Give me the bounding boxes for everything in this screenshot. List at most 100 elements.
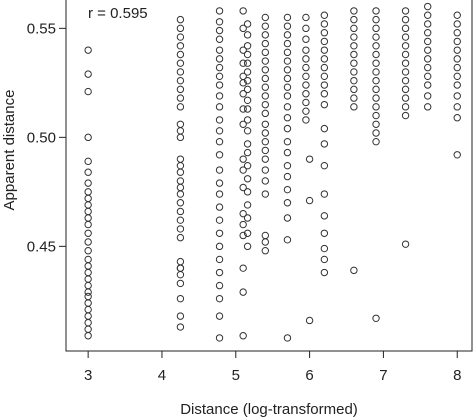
- data-point: [283, 48, 292, 57]
- data-point: [215, 138, 224, 146]
- data-point: [350, 85, 358, 94]
- data-point: [239, 155, 247, 163]
- data-point: [215, 26, 224, 35]
- data-point: [372, 120, 380, 128]
- data-point: [401, 42, 410, 50]
- data-point: [215, 216, 224, 224]
- data-point: [424, 81, 432, 89]
- data-point: [320, 212, 329, 220]
- data-point: [283, 57, 292, 65]
- data-point: [176, 190, 185, 198]
- data-point: [283, 66, 292, 74]
- data-point: [350, 42, 358, 50]
- data-point: [401, 111, 410, 120]
- data-point: [239, 166, 247, 174]
- data-point: [215, 294, 224, 303]
- data-point: [261, 13, 270, 22]
- data-point: [350, 68, 358, 76]
- data-point: [176, 103, 185, 111]
- data-point: [261, 238, 270, 246]
- data-point: [215, 166, 224, 174]
- data-point: [372, 94, 380, 102]
- data-point: [239, 209, 247, 218]
- data-point: [350, 15, 358, 24]
- data-point: [176, 207, 185, 216]
- data-point: [261, 22, 270, 30]
- data-point: [215, 103, 224, 111]
- data-point: [261, 92, 270, 100]
- data-point: [84, 179, 92, 187]
- data-point: [261, 66, 270, 74]
- data-point: [401, 240, 410, 248]
- data-point: [239, 231, 247, 240]
- data-point: [302, 63, 310, 72]
- data-point: [401, 68, 410, 76]
- data-point: [401, 94, 410, 102]
- data-point: [283, 148, 292, 157]
- data-point: [84, 268, 92, 277]
- data-point: [176, 161, 185, 170]
- axes-group: 3 4 5 6 7 8 0.45 0.50 0.55: [27, 0, 473, 384]
- data-point: [243, 229, 252, 237]
- data-point: [243, 68, 252, 76]
- data-point: [283, 114, 292, 122]
- y-tick-label: 0.50: [27, 129, 56, 146]
- data-point: [215, 190, 224, 198]
- data-point: [320, 124, 329, 133]
- data-point: [176, 168, 185, 176]
- data-point: [320, 72, 329, 81]
- data-point: [176, 50, 185, 59]
- data-point: [84, 255, 92, 264]
- data-point: [401, 76, 410, 85]
- data-point: [176, 177, 185, 185]
- data-point: [261, 120, 270, 128]
- data-point: [320, 140, 329, 148]
- data-point: [84, 292, 92, 301]
- data-point: [215, 18, 224, 26]
- data-point: [84, 133, 92, 142]
- data-point: [401, 7, 410, 15]
- data-point: [84, 332, 92, 340]
- data-point: [401, 33, 410, 41]
- data-point: [215, 127, 224, 135]
- data-point: [84, 194, 92, 203]
- data-point: [239, 46, 247, 54]
- data-point: [215, 7, 224, 15]
- x-tick-label: 8: [453, 367, 461, 384]
- data-point: [453, 72, 461, 81]
- data-point: [176, 270, 185, 279]
- data-point: [239, 59, 247, 67]
- data-point: [305, 155, 314, 163]
- data-point: [302, 98, 310, 107]
- data-point: [350, 103, 358, 111]
- data-point: [305, 316, 314, 325]
- data-point: [283, 83, 292, 91]
- data-point: [424, 2, 432, 11]
- data-point: [424, 103, 432, 111]
- data-point: [261, 31, 270, 39]
- data-point: [453, 11, 461, 19]
- data-point: [261, 129, 270, 137]
- data-point: [283, 236, 292, 244]
- data-point: [424, 20, 432, 28]
- data-point: [320, 100, 329, 109]
- data-point: [283, 31, 292, 39]
- data-point: [424, 63, 432, 72]
- data-point: [215, 116, 224, 124]
- data-point: [320, 55, 329, 63]
- data-point: [84, 288, 92, 296]
- data-point: [176, 183, 185, 192]
- x-tick-label: 6: [305, 367, 313, 384]
- data-point: [261, 57, 270, 65]
- data-point: [283, 74, 292, 83]
- data-point: [320, 29, 329, 37]
- data-point: [215, 72, 224, 81]
- data-point: [302, 81, 310, 89]
- data-point: [176, 42, 185, 50]
- data-point: [453, 55, 461, 63]
- data-point: [84, 305, 92, 314]
- data-point: [261, 109, 270, 118]
- data-point: [176, 323, 185, 331]
- data-point: [84, 275, 92, 283]
- data-point: [261, 247, 270, 255]
